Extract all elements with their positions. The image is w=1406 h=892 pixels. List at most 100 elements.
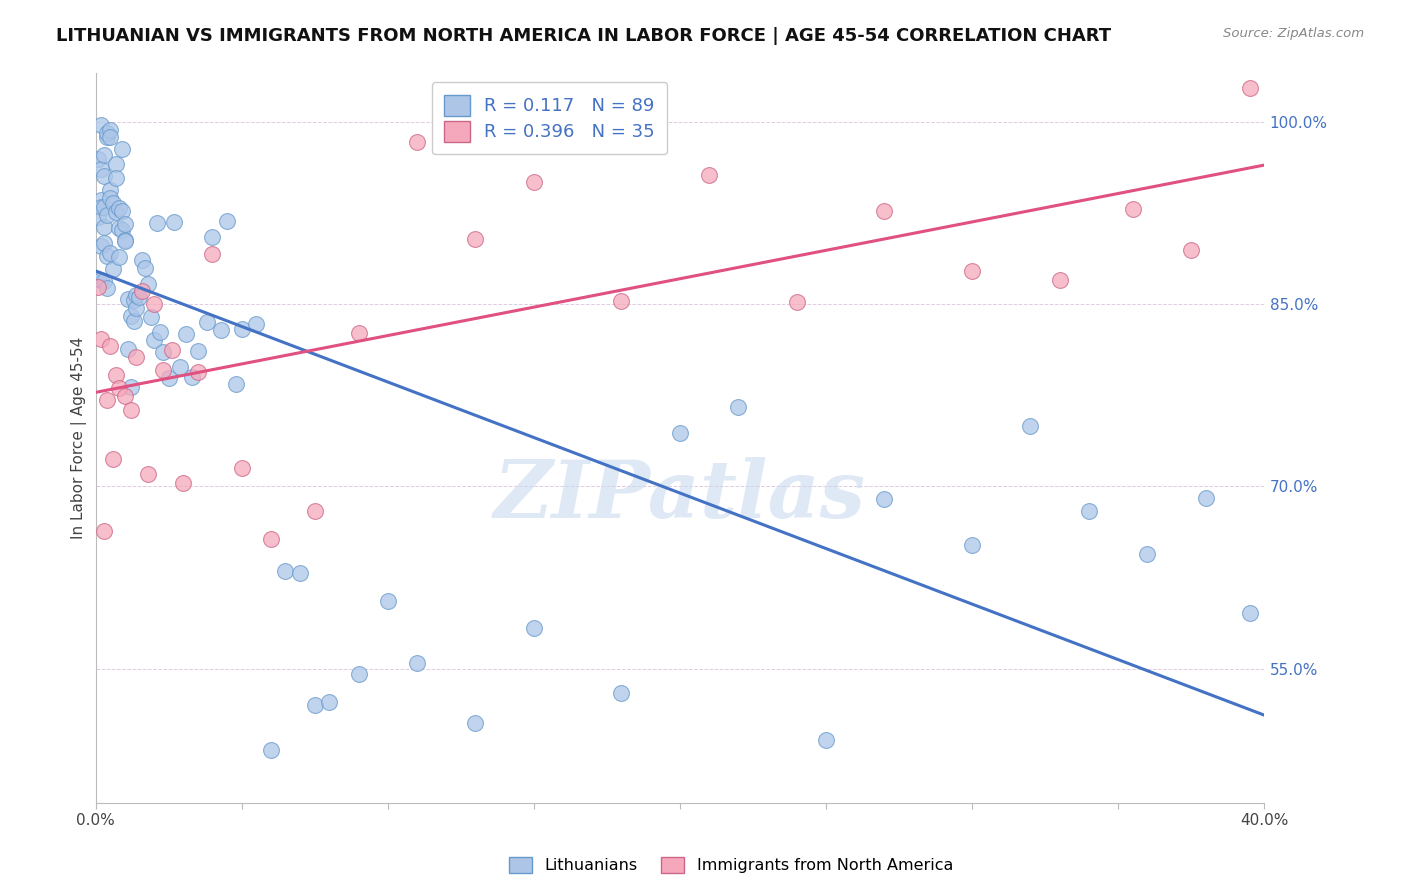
Point xyxy=(181,370,204,384)
Point xyxy=(90,272,112,286)
Point xyxy=(1122,202,1144,216)
Point xyxy=(960,264,983,278)
Point xyxy=(523,621,546,635)
Point xyxy=(105,171,128,186)
Point xyxy=(163,215,186,229)
Point xyxy=(108,381,131,395)
Point xyxy=(377,594,399,608)
Point xyxy=(125,301,148,315)
Point xyxy=(105,368,128,383)
Point xyxy=(464,232,486,246)
Point xyxy=(87,152,110,166)
Point xyxy=(136,277,159,291)
Point xyxy=(120,403,142,417)
Point xyxy=(98,123,121,137)
Point xyxy=(1077,503,1099,517)
Point xyxy=(174,327,197,342)
Point xyxy=(786,294,808,309)
Point xyxy=(120,309,142,323)
Point xyxy=(464,716,486,731)
Point xyxy=(697,168,720,182)
Point xyxy=(111,203,134,218)
Text: ZIPatlas: ZIPatlas xyxy=(494,458,866,535)
Point xyxy=(93,274,115,288)
Text: LITHUANIAN VS IMMIGRANTS FROM NORTH AMERICA IN LABOR FORCE | AGE 45-54 CORRELATI: LITHUANIAN VS IMMIGRANTS FROM NORTH AMER… xyxy=(56,27,1111,45)
Point xyxy=(187,343,209,358)
Point xyxy=(134,260,156,275)
Point xyxy=(128,290,150,304)
Point xyxy=(814,732,837,747)
Point xyxy=(143,296,166,310)
Point xyxy=(1019,419,1042,434)
Point xyxy=(96,392,118,407)
Point xyxy=(136,467,159,482)
Point xyxy=(347,667,370,681)
Point xyxy=(96,126,118,140)
Point xyxy=(93,148,115,162)
Point xyxy=(169,360,191,375)
Text: Source: ZipAtlas.com: Source: ZipAtlas.com xyxy=(1223,27,1364,40)
Point xyxy=(105,157,128,171)
Point xyxy=(1049,272,1071,286)
Point xyxy=(318,695,340,709)
Point xyxy=(727,400,749,414)
Point xyxy=(131,284,153,298)
Point xyxy=(195,315,218,329)
Point xyxy=(105,205,128,219)
Point xyxy=(108,202,131,216)
Point xyxy=(873,491,896,506)
Point xyxy=(523,175,546,189)
Point xyxy=(111,142,134,156)
Point xyxy=(93,235,115,250)
Point xyxy=(122,313,145,327)
Point xyxy=(114,234,136,248)
Legend: Lithuanians, Immigrants from North America: Lithuanians, Immigrants from North Ameri… xyxy=(503,850,959,880)
Point xyxy=(90,239,112,253)
Point xyxy=(873,204,896,219)
Point xyxy=(231,322,253,336)
Point xyxy=(90,193,112,207)
Point xyxy=(101,452,124,467)
Point xyxy=(152,363,174,377)
Point xyxy=(1136,547,1159,561)
Point xyxy=(98,183,121,197)
Point xyxy=(108,250,131,264)
Point xyxy=(98,339,121,353)
Point xyxy=(245,318,267,332)
Point xyxy=(406,657,429,671)
Point xyxy=(114,389,136,403)
Point xyxy=(669,426,692,441)
Point xyxy=(98,192,121,206)
Point xyxy=(87,272,110,286)
Point xyxy=(347,326,370,340)
Point xyxy=(90,332,112,346)
Point xyxy=(406,135,429,149)
Point xyxy=(1239,81,1261,95)
Point xyxy=(1239,606,1261,620)
Point xyxy=(114,217,136,231)
Point xyxy=(93,200,115,214)
Point xyxy=(149,326,172,340)
Point xyxy=(125,351,148,365)
Point xyxy=(117,292,139,306)
Point xyxy=(120,380,142,394)
Point xyxy=(93,219,115,234)
Point xyxy=(1180,244,1202,258)
Point xyxy=(90,161,112,176)
Point xyxy=(610,293,633,308)
Point xyxy=(122,293,145,307)
Point xyxy=(108,221,131,235)
Point xyxy=(131,252,153,267)
Point xyxy=(96,248,118,262)
Point xyxy=(101,262,124,277)
Point xyxy=(172,475,194,490)
Point xyxy=(288,566,311,580)
Point xyxy=(96,280,118,294)
Point xyxy=(209,323,232,337)
Point xyxy=(157,371,180,385)
Point xyxy=(215,214,238,228)
Point xyxy=(610,686,633,700)
Point xyxy=(304,504,326,518)
Point xyxy=(93,169,115,184)
Point xyxy=(960,538,983,552)
